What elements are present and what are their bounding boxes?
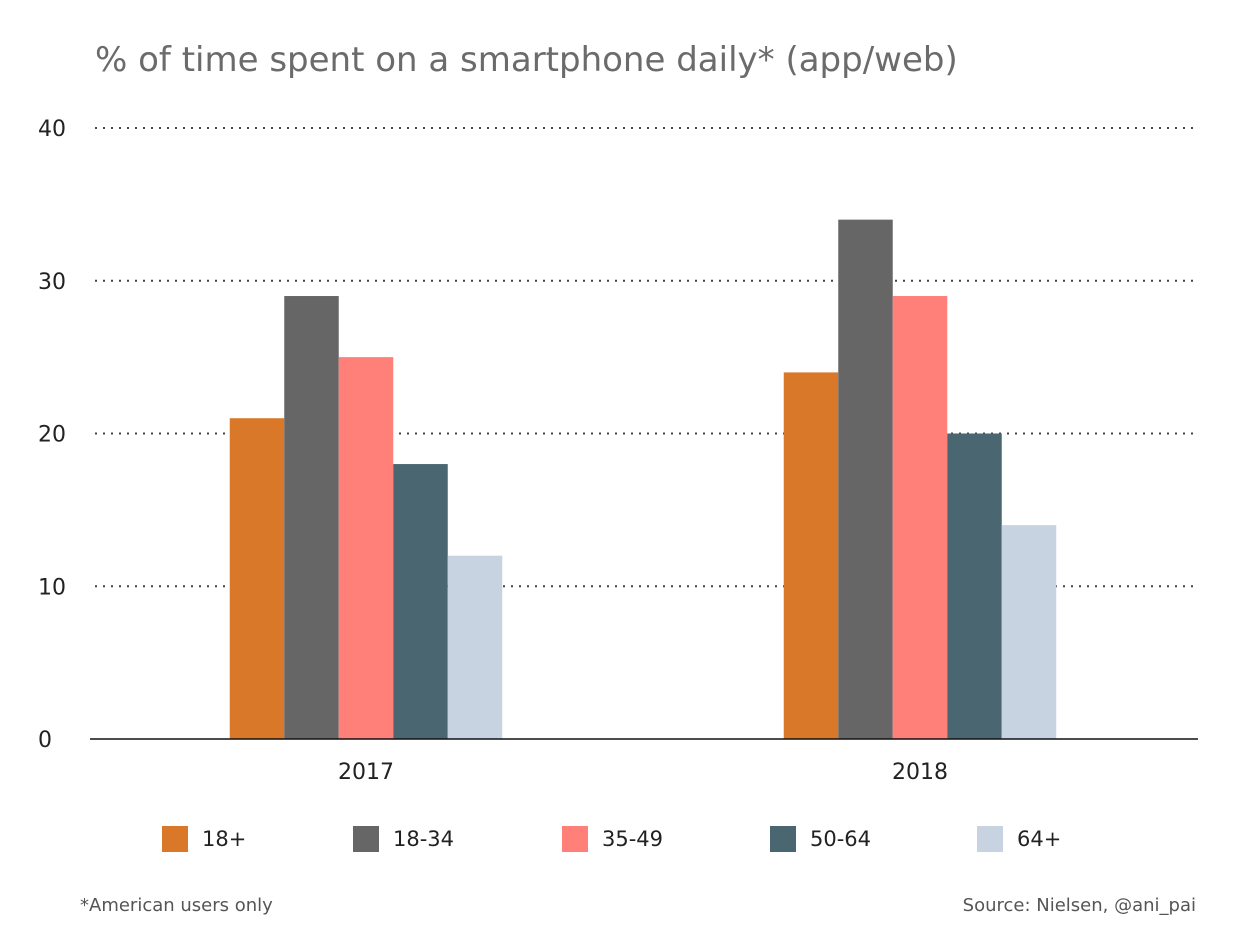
legend-item: 18-34 [353,826,454,852]
bars [229,219,1057,739]
bar-2018-35-49 [892,296,948,739]
bar-2017-18-34 [284,296,339,739]
y-tick-label: 10 [38,575,66,600]
legend: 18+ 18-34 35-49 50-64 64+ [0,826,1254,862]
legend-item: 18+ [162,826,246,852]
legend-item: 64+ [977,826,1061,852]
bar-2017-50-64 [393,464,448,739]
y-tick-label: 30 [38,270,66,295]
bar-2017-35-49 [338,357,394,739]
legend-swatch [977,826,1003,852]
bar-2018-18+ [783,372,839,739]
legend-label: 35-49 [602,827,664,851]
legend-label: 18+ [202,827,247,851]
bar-2017-18+ [229,418,285,739]
y-tick-label: 40 [38,117,66,142]
legend-label: 64+ [1017,827,1062,851]
source-credit: Source: Nielsen, @ani_pai [962,895,1196,916]
y-tick-label: 20 [38,423,66,448]
legend-swatch [770,826,796,852]
legend-label: 18-34 [393,827,455,851]
bar-2018-64+ [1001,525,1057,739]
legend-item: 35-49 [562,826,663,852]
legend-swatch [162,826,188,852]
chart-title: % of time spent on a smartphone daily* (… [95,40,958,80]
legend-swatch [353,826,379,852]
x-axis-ticks: 2017 2018 [338,760,948,785]
legend-label: 50-64 [810,827,872,851]
y-axis-ticks: 0 10 20 30 40 [38,117,66,753]
x-tick-label: 2017 [338,760,394,785]
bar-2018-50-64 [947,433,1002,739]
bar-2018-18-34 [838,219,893,739]
x-tick-label: 2018 [892,760,948,785]
legend-swatch [562,826,588,852]
bar-chart: 0 10 20 30 40 2017 2018 [38,117,1198,785]
y-tick-label: 0 [38,728,52,753]
footnote: *American users only [80,895,273,916]
legend-item: 50-64 [770,826,871,852]
bar-2017-64+ [447,555,503,739]
